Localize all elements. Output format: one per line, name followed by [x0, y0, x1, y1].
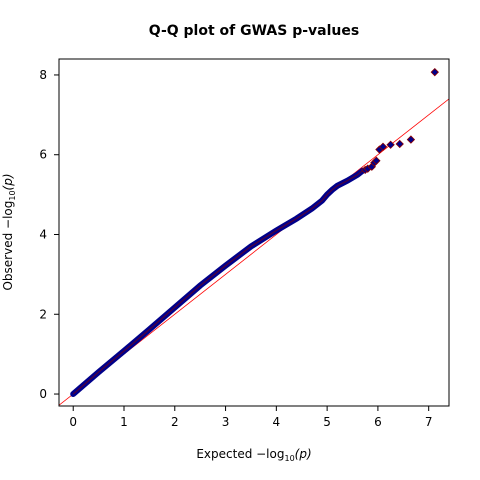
x-axis-ticks: 0 1 2 3 4 5 6 7	[69, 406, 433, 429]
y-tick-label-1: 2	[39, 307, 47, 321]
x-tick-label-2: 2	[171, 415, 179, 429]
data-point-9	[406, 135, 416, 144]
x-tick-label-6: 6	[374, 415, 382, 429]
dense-points-edge	[72, 170, 364, 395]
x-tick-label-1: 1	[120, 415, 128, 429]
y-tick-label-0: 0	[39, 387, 47, 401]
data-point-7	[386, 140, 395, 149]
x-tick-label-5: 5	[323, 415, 331, 429]
plot-area	[58, 58, 450, 407]
plot-frame	[58, 58, 450, 407]
y-axis-ticks: 0 2 4 6 8	[39, 68, 59, 401]
x-tick-label-3: 3	[222, 415, 230, 429]
y-tick-label-2: 4	[39, 227, 47, 241]
data-point-10	[430, 67, 439, 77]
x-tick-label-7: 7	[425, 415, 433, 429]
y-tick-label-3: 6	[39, 148, 47, 162]
x-axis-label: Expected −log10(p)	[196, 447, 311, 463]
x-tick-label-0: 0	[69, 415, 77, 429]
tail-points	[361, 67, 439, 175]
y-axis-label: Observed −log10(p)	[1, 173, 17, 290]
data-point-8	[395, 139, 404, 149]
y-tick-label-4: 8	[39, 68, 47, 82]
data-point-4	[372, 156, 381, 165]
data-point-6	[378, 142, 388, 151]
x-tick-label-4: 4	[273, 415, 281, 429]
dense-points-series	[70, 167, 366, 398]
chart-title: Q-Q plot of GWAS p-values	[149, 23, 359, 39]
